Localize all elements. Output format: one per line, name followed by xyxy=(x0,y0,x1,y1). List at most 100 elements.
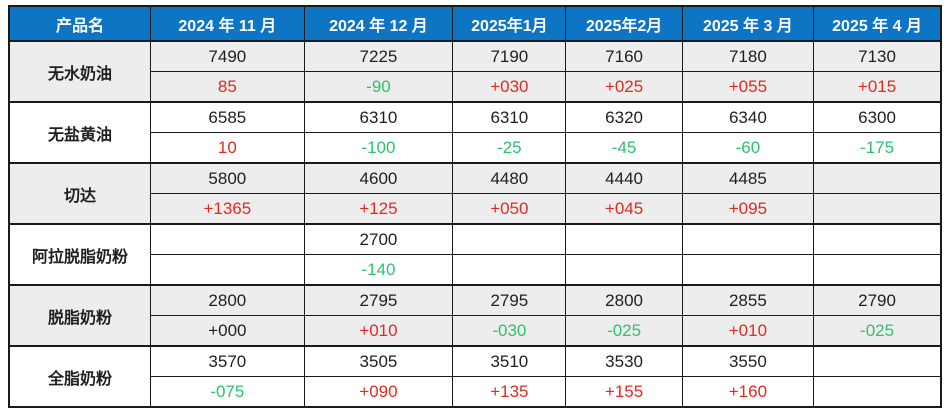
product-name-cell: 无盐黄油 xyxy=(8,101,152,164)
change-cell: -075 xyxy=(150,376,305,408)
price-cell xyxy=(452,223,567,255)
price-cell: 7160 xyxy=(565,40,683,72)
change-cell: -030 xyxy=(452,315,567,347)
price-cell xyxy=(565,223,683,255)
price-cell: 4480 xyxy=(452,162,567,194)
table-header: 产品名 2024 年 11 月 2024 年 12 月 2025年1月 2025… xyxy=(8,5,942,42)
product-price-row: 全脂奶粉 3570 3505 3510 3530 3550 xyxy=(8,345,942,408)
change-cell xyxy=(452,254,567,286)
price-cell: 7180 xyxy=(681,40,815,72)
price-table: 产品名 2024 年 11 月 2024 年 12 月 2025年1月 2025… xyxy=(8,5,942,408)
price-cell xyxy=(681,223,815,255)
price-cell xyxy=(813,345,942,377)
price-cell: 3570 xyxy=(150,345,305,377)
column-header-month: 2025 年 4 月 xyxy=(813,5,942,42)
price-cell: 6300 xyxy=(813,101,942,133)
change-cell: -45 xyxy=(565,132,683,164)
change-cell: +1365 xyxy=(150,193,305,225)
change-cell: +000 xyxy=(150,315,305,347)
column-header-month: 2025年1月 xyxy=(452,5,567,42)
price-cell: 3510 xyxy=(452,345,567,377)
column-header-month: 2024 年 11 月 xyxy=(150,5,305,42)
change-cell: +055 xyxy=(681,71,815,103)
product-change-row: +1365 +125 +050 +045 +095 xyxy=(9,193,942,225)
product-change-row: -075 +090 +135 +155 +160 xyxy=(9,376,942,408)
price-cell xyxy=(813,223,942,255)
change-cell: +095 xyxy=(681,193,815,225)
price-cell: 7490 xyxy=(150,40,305,72)
change-cell: -90 xyxy=(303,71,454,103)
price-cell: 2855 xyxy=(681,284,815,316)
product-name-cell: 无水奶油 xyxy=(8,40,152,103)
product-name-cell: 阿拉脱脂奶粉 xyxy=(8,223,152,286)
price-cell: 7190 xyxy=(452,40,567,72)
change-cell xyxy=(565,254,683,286)
price-cell: 4485 xyxy=(681,162,815,194)
change-cell xyxy=(681,254,815,286)
table-body: 无水奶油 7490 7225 7190 7160 7180 7130 85 -90 +030 +02… xyxy=(8,40,942,408)
change-cell xyxy=(813,193,942,225)
price-cell: 6585 xyxy=(150,101,305,133)
header-row: 产品名 2024 年 11 月 2024 年 12 月 2025年1月 2025… xyxy=(8,5,942,42)
price-cell: 2800 xyxy=(565,284,683,316)
product-price-row: 阿拉脱脂奶粉 2700 xyxy=(8,223,942,286)
product-price-row: 无盐黄油 6585 6310 6310 6320 6340 6300 xyxy=(8,101,942,164)
change-cell: +090 xyxy=(303,376,454,408)
column-header-month: 2024 年 12 月 xyxy=(303,5,454,42)
change-cell: -140 xyxy=(303,254,454,286)
column-header-product: 产品名 xyxy=(8,5,152,42)
price-cell: 2790 xyxy=(813,284,942,316)
price-cell: 2795 xyxy=(303,284,454,316)
change-cell: +160 xyxy=(681,376,815,408)
change-cell: -025 xyxy=(813,315,942,347)
change-cell: +015 xyxy=(813,71,942,103)
change-cell: +050 xyxy=(452,193,567,225)
change-cell: -25 xyxy=(452,132,567,164)
column-header-month: 2025 年 3 月 xyxy=(681,5,815,42)
price-cell: 4440 xyxy=(565,162,683,194)
price-cell: 2700 xyxy=(303,223,454,255)
change-cell: -175 xyxy=(813,132,942,164)
change-cell: -025 xyxy=(565,315,683,347)
price-cell: 5800 xyxy=(150,162,305,194)
price-cell: 7225 xyxy=(303,40,454,72)
change-cell: +010 xyxy=(303,315,454,347)
change-cell xyxy=(150,254,305,286)
product-price-row: 脱脂奶粉 2800 2795 2795 2800 2855 2790 xyxy=(8,284,942,347)
change-cell: 85 xyxy=(150,71,305,103)
change-cell: +010 xyxy=(681,315,815,347)
price-cell: 6310 xyxy=(452,101,567,133)
price-cell xyxy=(813,162,942,194)
product-price-row: 无水奶油 7490 7225 7190 7160 7180 7130 xyxy=(8,40,942,103)
change-cell xyxy=(813,376,942,408)
product-change-row: 10 -100 -25 -45 -60 -175 xyxy=(9,132,942,164)
price-cell: 6340 xyxy=(681,101,815,133)
change-cell: +030 xyxy=(452,71,567,103)
price-cell: 2795 xyxy=(452,284,567,316)
price-cell: 2800 xyxy=(150,284,305,316)
price-cell: 3530 xyxy=(565,345,683,377)
product-change-row: -140 xyxy=(9,254,942,286)
product-price-row: 切达 5800 4600 4480 4440 4485 xyxy=(8,162,942,225)
price-cell: 3505 xyxy=(303,345,454,377)
change-cell: -100 xyxy=(303,132,454,164)
price-cell: 7130 xyxy=(813,40,942,72)
price-cell: 6310 xyxy=(303,101,454,133)
change-cell: 10 xyxy=(150,132,305,164)
column-header-month: 2025年2月 xyxy=(565,5,683,42)
price-cell: 3550 xyxy=(681,345,815,377)
change-cell: +025 xyxy=(565,71,683,103)
product-name-cell: 脱脂奶粉 xyxy=(8,284,152,347)
change-cell: +045 xyxy=(565,193,683,225)
change-cell: -60 xyxy=(681,132,815,164)
change-cell: +155 xyxy=(565,376,683,408)
change-cell: +125 xyxy=(303,193,454,225)
product-change-row: 85 -90 +030 +025 +055 +015 xyxy=(9,71,942,103)
change-cell: +135 xyxy=(452,376,567,408)
product-name-cell: 切达 xyxy=(8,162,152,225)
change-cell xyxy=(813,254,942,286)
product-name-cell: 全脂奶粉 xyxy=(8,345,152,408)
price-cell xyxy=(150,223,305,255)
price-cell: 4600 xyxy=(303,162,454,194)
